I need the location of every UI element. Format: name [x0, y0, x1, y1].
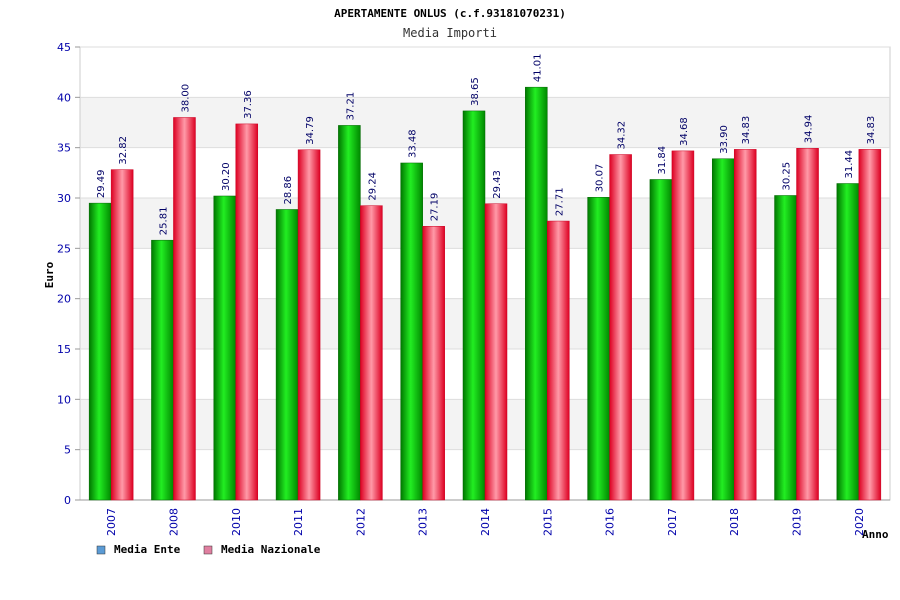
y-tick-label: 0 — [64, 494, 71, 507]
bar-media-nazionale — [733, 149, 757, 501]
bar-media-nazionale — [609, 154, 632, 501]
value-label: 30.07 — [595, 164, 606, 193]
y-tick-label: 35 — [57, 142, 71, 155]
bar-media-ente — [275, 209, 299, 501]
bar-media-ente — [213, 195, 237, 501]
value-label: 38.00 — [180, 84, 191, 113]
x-tick-label: 2008 — [167, 508, 180, 536]
value-label: 37.21 — [345, 92, 356, 121]
x-tick-label: 2012 — [354, 508, 367, 536]
bar-media-nazionale — [110, 169, 134, 501]
y-axis-label: Euro — [43, 261, 56, 288]
x-tick-label: 2019 — [791, 508, 804, 536]
value-label: 29.49 — [96, 169, 107, 198]
bar-media-ente — [525, 86, 548, 501]
bar-media-nazionale — [547, 220, 570, 501]
bar-media-nazionale — [360, 205, 383, 501]
legend-label-media-ente: Media Ente — [114, 543, 181, 556]
bar-media-nazionale — [235, 123, 259, 501]
value-label: 31.84 — [657, 146, 668, 175]
bar-media-ente — [774, 195, 797, 501]
bar-media-ente — [400, 162, 423, 501]
value-label: 30.25 — [782, 162, 793, 191]
y-tick-label: 40 — [57, 91, 71, 104]
x-tick-label: 2020 — [853, 508, 866, 536]
y-tick-label: 45 — [57, 41, 71, 54]
x-axis-label: Anno — [862, 528, 889, 541]
bar-media-ente — [88, 202, 112, 501]
bar-media-nazionale — [422, 226, 445, 501]
bar-media-ente — [587, 197, 610, 501]
y-tick-label: 10 — [57, 393, 71, 406]
bar-media-nazionale — [297, 149, 321, 501]
value-label: 41.01 — [532, 54, 543, 83]
x-tick-label: 2007 — [105, 508, 118, 536]
bar-media-ente — [151, 239, 174, 501]
value-label: 34.83 — [866, 116, 877, 145]
bars — [88, 86, 882, 501]
bar-media-ente — [649, 179, 673, 501]
bar-media-nazionale — [796, 148, 819, 501]
x-tick-label: 2017 — [666, 508, 679, 536]
y-tick-label: 25 — [57, 242, 71, 255]
y-tick-label: 5 — [64, 444, 71, 457]
x-tick-label: 2018 — [728, 508, 741, 536]
bar-media-nazionale — [484, 203, 508, 501]
value-label: 34.68 — [679, 117, 690, 146]
legend-swatch-media-ente — [96, 545, 106, 555]
x-tick-label: 2014 — [479, 508, 492, 536]
value-label: 28.86 — [283, 176, 294, 205]
bar-media-ente — [711, 158, 735, 501]
x-tick-label: 2016 — [604, 508, 617, 536]
value-labels: 29.49 32.82 25.81 38.00 30.20 37.36 28.86 34.79… — [96, 54, 877, 236]
value-label: 34.32 — [617, 121, 628, 150]
value-label: 27.71 — [554, 187, 565, 216]
value-label: 38.65 — [470, 77, 481, 106]
legend-label-media-nazionale: Media Nazionale — [221, 543, 321, 556]
value-label: 33.90 — [719, 125, 730, 154]
value-label: 25.81 — [158, 207, 169, 236]
legend-swatch-media-nazionale — [203, 545, 213, 555]
value-label: 29.24 — [367, 172, 378, 201]
value-label: 34.79 — [305, 116, 316, 145]
y-tick-label: 30 — [57, 192, 71, 205]
value-label: 30.20 — [221, 162, 232, 191]
x-tick-label: 2010 — [230, 508, 243, 536]
y-axis-ticks: 0 5 10 15 20 25 30 35 40 45 — [57, 41, 80, 507]
bar-media-nazionale — [173, 117, 196, 501]
value-label: 34.94 — [804, 115, 815, 144]
chart-title: APERTAMENTE ONLUS (c.f.93181070231) — [334, 7, 566, 20]
value-label: 34.83 — [741, 116, 752, 145]
x-tick-label: 2013 — [417, 508, 430, 536]
value-label: 32.82 — [118, 136, 129, 165]
value-label: 27.19 — [430, 193, 441, 222]
value-label: 33.48 — [408, 129, 419, 158]
bar-media-nazionale — [671, 150, 695, 501]
bar-media-ente — [338, 125, 361, 501]
value-label: 29.43 — [492, 170, 503, 199]
chart-subtitle: Media Importi — [403, 26, 497, 40]
x-tick-label: 2011 — [292, 508, 305, 536]
bar-media-ente — [836, 183, 860, 501]
y-tick-label: 20 — [57, 293, 71, 306]
x-tick-label: 2015 — [541, 508, 554, 536]
x-axis-ticks: 2007 2008 2010 2011 2012 2013 2014 2015 2016 2017… — [105, 508, 866, 536]
value-label: 37.36 — [243, 90, 254, 119]
bar-media-ente — [462, 110, 486, 501]
bar-media-nazionale — [858, 149, 882, 501]
value-label: 31.44 — [844, 150, 855, 179]
legend: Media Ente Media Nazionale — [96, 543, 321, 556]
y-tick-label: 15 — [57, 343, 71, 356]
